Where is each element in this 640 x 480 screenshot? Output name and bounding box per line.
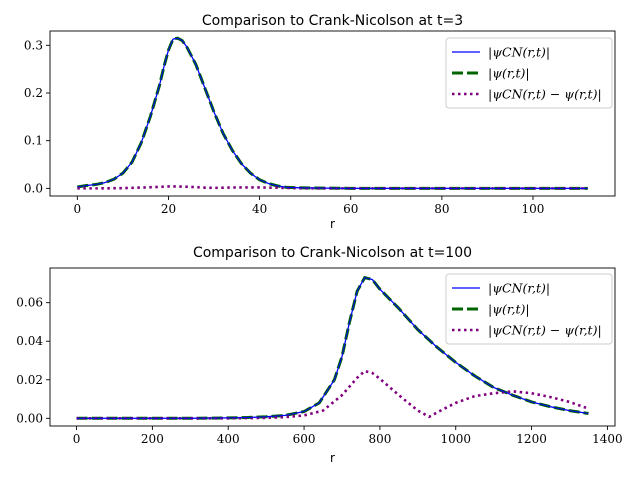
- x-tick-label: 0: [74, 202, 82, 216]
- x-tick-label: 200: [141, 432, 164, 446]
- x-tick-label: 80: [434, 202, 449, 216]
- x-tick-label: 0: [73, 432, 81, 446]
- plot-frame: [49, 267, 616, 427]
- legend-label-3: |ψCN(r,t) − ψ(r,t)|: [488, 323, 602, 338]
- legend-label-1: |ψCN(r,t)|: [488, 45, 550, 60]
- chart-title: Comparison to Crank-Nicolson at t=100: [193, 245, 472, 261]
- plot-frame: [49, 30, 616, 197]
- series-line-1-overlay: [76, 277, 589, 419]
- y-tick-label: 0.00: [16, 411, 43, 425]
- series-line-3: [76, 369, 589, 420]
- x-tick-label: 100: [522, 202, 545, 216]
- x-axis-label: r: [330, 451, 335, 465]
- legend: |ψCN(r,t)| |ψ(r,t)| |ψCN(r,t) − ψ(r,t)|: [445, 273, 613, 345]
- x-tick-label: 40: [252, 202, 267, 216]
- legend-box: [445, 37, 613, 109]
- x-tick-label: 1400: [592, 432, 623, 446]
- chart-title: Comparison to Crank-Nicolson at t=3: [202, 13, 463, 29]
- legend-label-1: |ψCN(r,t)|: [488, 281, 550, 296]
- chart-1: Comparison to Crank-Nicolson at t=3 0 20 40…: [24, 13, 616, 231]
- y-tick-label: 0.04: [16, 334, 43, 348]
- x-tick-label: 800: [368, 432, 391, 446]
- x-tick-label: 20: [161, 202, 176, 216]
- x-tick-label: 60: [343, 202, 358, 216]
- y-tick-label: 0.1: [24, 134, 43, 148]
- x-tick-label: 1200: [516, 432, 547, 446]
- series-line-1-overlay: [77, 37, 588, 189]
- x-tick-label: 600: [293, 432, 316, 446]
- legend: |ψCN(r,t)| |ψ(r,t)| |ψCN(r,t) − ψ(r,t)|: [445, 37, 613, 109]
- legend-label-3: |ψCN(r,t) − ψ(r,t)|: [488, 87, 602, 102]
- legend-box: [445, 273, 613, 345]
- legend-label-2: |ψ(r,t)|: [488, 302, 530, 317]
- y-tick-label: 0.3: [24, 38, 43, 52]
- series-line-3: [77, 185, 588, 190]
- chart-2: Comparison to Crank-Nicolson at t=100 0 20…: [16, 245, 622, 465]
- x-axis-label: r: [330, 217, 335, 231]
- y-tick-label: 0.06: [16, 296, 43, 310]
- y-tick-label: 0.0: [24, 181, 43, 195]
- x-tick-label: 1000: [440, 432, 471, 446]
- legend-label-2: |ψ(r,t)|: [488, 66, 530, 81]
- y-tick-label: 0.02: [16, 373, 43, 387]
- y-tick-label: 0.2: [24, 86, 43, 100]
- x-tick-label: 400: [217, 432, 240, 446]
